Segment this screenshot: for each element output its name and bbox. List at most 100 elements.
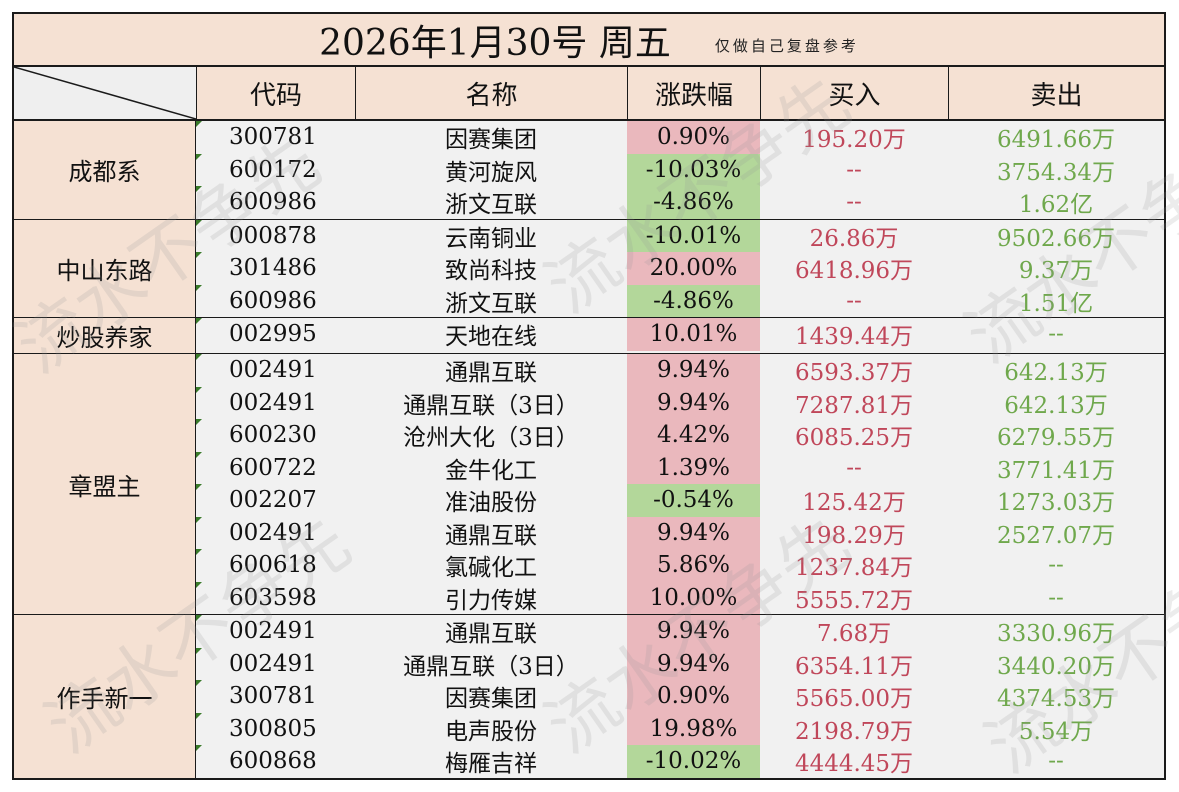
- table-row: 002491 通鼎互联（3日） 9.94% 7287.81万 642.13万: [196, 386, 1164, 419]
- name-cell: 致尚科技: [445, 258, 537, 285]
- title-row: 2026年1月30号 周五 仅做自己复盘参考: [14, 14, 1164, 67]
- code-cell: 002491: [229, 618, 317, 645]
- code-cell: 002995: [229, 321, 317, 348]
- change-cell: 9.94%: [627, 386, 760, 419]
- group-name: 成都系: [14, 121, 196, 219]
- buy-cell: 26.86万: [809, 225, 899, 252]
- group-name: 中山东路: [14, 219, 196, 317]
- sell-cell: --: [1048, 584, 1064, 611]
- buy-cell: --: [846, 156, 862, 183]
- change-cell: -10.02%: [627, 745, 760, 778]
- buy-cell: --: [846, 287, 862, 314]
- code-cell: 300805: [229, 715, 317, 742]
- table-row: 002491 通鼎互联 9.94% 7.68万 3330.96万: [196, 615, 1164, 648]
- header-name: 名称: [355, 67, 627, 119]
- group-3: 章盟主 002491 通鼎互联 9.94% 6593.37万 642.13万 002491 通…: [14, 354, 1164, 615]
- page-title: 2026年1月30号 周五: [319, 22, 671, 64]
- code-cell: 600986: [229, 287, 317, 314]
- name-cell: 因赛集团: [445, 686, 537, 713]
- sell-cell: 3754.34万: [996, 159, 1116, 186]
- group-name: 炒股养家: [14, 318, 196, 353]
- name-cell: 电声股份: [445, 718, 537, 745]
- group-0: 成都系 300781 因赛集团 0.90% 195.20万 6491.66万 600172 黄…: [14, 121, 1164, 220]
- name-cell: 通鼎互联: [445, 360, 537, 387]
- change-cell: 9.94%: [627, 516, 760, 549]
- buy-cell: 1237.84万: [794, 555, 914, 582]
- table-row: 600172 黄河旋风 -10.03% -- 3754.34万: [196, 153, 1164, 186]
- code-cell: 002491: [229, 650, 317, 677]
- change-cell: 9.94%: [627, 615, 760, 648]
- buy-cell: 4444.45万: [794, 751, 914, 778]
- code-cell: 600868: [229, 748, 317, 775]
- table-row: 300781 因赛集团 0.90% 195.20万 6491.66万: [196, 121, 1164, 154]
- header-row: 代码 名称 涨跌幅 买入 卖出: [14, 67, 1164, 121]
- change-cell: 0.90%: [627, 680, 760, 713]
- buy-cell: 195.20万: [802, 127, 906, 154]
- name-cell: 通鼎互联（3日）: [403, 653, 579, 680]
- buy-cell: 7.68万: [816, 621, 892, 648]
- group-name: 章盟主: [14, 354, 196, 614]
- buy-cell: 2198.79万: [794, 718, 914, 745]
- sell-cell: 5.54万: [1018, 718, 1094, 745]
- change-cell: -10.03%: [627, 153, 760, 186]
- header-code: 代码: [196, 67, 355, 119]
- change-cell: -4.86%: [627, 284, 760, 317]
- sell-cell: --: [1048, 321, 1064, 348]
- buy-cell: --: [846, 454, 862, 481]
- change-cell: 19.98%: [627, 712, 760, 745]
- name-cell: 天地在线: [445, 324, 537, 351]
- buy-cell: 1439.44万: [794, 324, 914, 351]
- code-cell: 002491: [229, 357, 317, 384]
- diagonal-line-icon: [14, 67, 196, 119]
- change-cell: 10.00%: [627, 581, 760, 614]
- name-cell: 氯碱化工: [445, 555, 537, 582]
- buy-cell: 7287.81万: [794, 392, 914, 419]
- group-4: 作手新一 002491 通鼎互联 9.94% 7.68万 3330.96万 002491 通鼎…: [14, 615, 1164, 778]
- table-body: 成都系 300781 因赛集团 0.90% 195.20万 6491.66万 600172 黄…: [14, 121, 1164, 778]
- group-1: 中山东路 000878 云南铜业 -10.01% 26.86万 9502.66万 30148…: [14, 219, 1164, 318]
- table-row: 300805 电声股份 19.98% 2198.79万 5.54万: [196, 712, 1164, 745]
- code-cell: 300781: [229, 124, 317, 151]
- sell-cell: 3440.20万: [996, 653, 1116, 680]
- change-cell: -4.86%: [627, 186, 760, 219]
- table-row: 301486 致尚科技 20.00% 6418.96万 9.37万: [196, 252, 1164, 285]
- code-cell: 603598: [229, 584, 317, 611]
- table-row: 002995 天地在线 10.01% 1439.44万 --: [196, 318, 1164, 351]
- sell-cell: 642.13万: [1004, 392, 1108, 419]
- table-row: 600722 金牛化工 1.39% -- 3771.41万: [196, 451, 1164, 484]
- code-cell: 300781: [229, 683, 317, 710]
- table-row: 002491 通鼎互联 9.94% 198.29万 2527.07万: [196, 516, 1164, 549]
- sell-cell: 1.62亿: [1018, 192, 1094, 219]
- buy-cell: 198.29万: [802, 522, 906, 549]
- change-cell: 1.39%: [627, 451, 760, 484]
- change-cell: 9.94%: [627, 647, 760, 680]
- name-cell: 通鼎互联: [445, 522, 537, 549]
- code-cell: 301486: [229, 255, 317, 282]
- sell-cell: 4374.53万: [996, 686, 1116, 713]
- buy-cell: 6354.11万: [794, 653, 914, 680]
- change-cell: -10.01%: [627, 219, 760, 252]
- table-row: 600618 氯碱化工 5.86% 1237.84万 --: [196, 549, 1164, 582]
- buy-cell: 6085.25万: [794, 425, 914, 452]
- code-cell: 002207: [229, 487, 317, 514]
- change-cell: -0.54%: [627, 484, 760, 517]
- sell-cell: 2527.07万: [996, 522, 1116, 549]
- buy-cell: 6593.37万: [794, 360, 914, 387]
- change-cell: 20.00%: [627, 252, 760, 285]
- buy-cell: 6418.96万: [794, 258, 914, 285]
- name-cell: 通鼎互联（3日）: [403, 392, 579, 419]
- buy-cell: 5565.00万: [794, 686, 914, 713]
- sell-cell: 642.13万: [1004, 360, 1108, 387]
- name-cell: 因赛集团: [445, 127, 537, 154]
- name-cell: 黄河旋风: [445, 159, 537, 186]
- sell-cell: --: [1048, 748, 1064, 775]
- code-cell: 000878: [229, 222, 317, 249]
- header-buy: 买入: [760, 67, 948, 119]
- code-cell: 002491: [229, 389, 317, 416]
- code-cell: 600722: [229, 454, 317, 481]
- code-cell: 600172: [229, 156, 317, 183]
- sell-cell: 3330.96万: [996, 621, 1116, 648]
- table-row: 002491 通鼎互联（3日） 9.94% 6354.11万 3440.20万: [196, 647, 1164, 680]
- sell-cell: 9502.66万: [996, 225, 1116, 252]
- group-name: 作手新一: [14, 615, 196, 778]
